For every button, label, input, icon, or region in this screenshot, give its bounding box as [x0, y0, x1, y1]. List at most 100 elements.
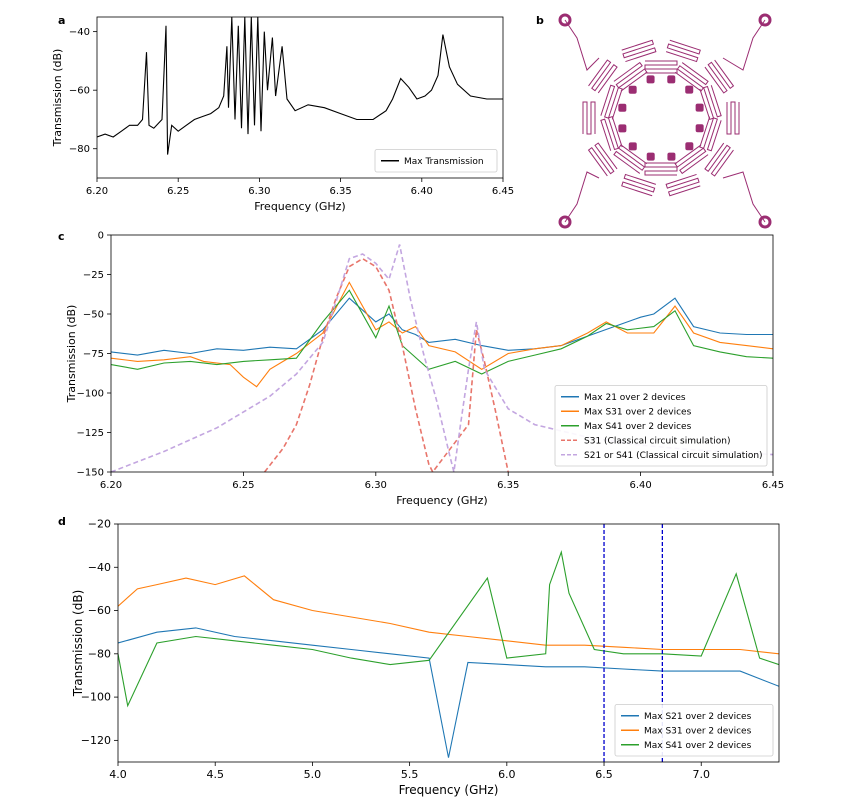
- x-tick-label: 6.35: [329, 186, 351, 197]
- axes-frame-d: [117, 523, 780, 763]
- legend-entry: Max S31 over 2 devices: [644, 726, 752, 736]
- y-tick-label: −25: [83, 270, 104, 281]
- x-tick-label: 6.0: [498, 768, 516, 781]
- qubit: [618, 124, 627, 133]
- x-tick-label: 6.40: [629, 480, 651, 491]
- series-line-c-4: [111, 244, 773, 472]
- chart-a: 6.20 6.25 6.30 6.35 6.40 6.45 −40 −60 −80 Frequen…: [51, 16, 514, 213]
- resonator: [665, 39, 701, 63]
- y-axis-label: Transmission (dB): [65, 305, 78, 404]
- resonator: [704, 142, 734, 177]
- resonator: [588, 59, 618, 94]
- series-line-a-0: [97, 17, 503, 155]
- port-pad: [758, 215, 772, 229]
- legend-box: [554, 385, 768, 467]
- y-tick-label: −100: [81, 691, 111, 704]
- resonator: [704, 59, 735, 94]
- legend-c: Max 21 over 2 devices Max S31 over 2 devi…: [554, 385, 768, 467]
- x-tick-label: 6.30: [365, 480, 387, 491]
- resonator: [621, 173, 657, 197]
- qubit: [628, 142, 637, 151]
- resonator: [665, 173, 701, 197]
- resonator: [699, 116, 722, 152]
- resonator: [674, 62, 709, 92]
- port-pad: [758, 13, 772, 27]
- x-tick-label: 6.30: [248, 186, 270, 197]
- x-tick-label: 6.45: [492, 186, 514, 197]
- y-tick-label: −80: [69, 144, 90, 155]
- panel-a-letter: a: [58, 14, 65, 27]
- resonator: [726, 101, 740, 135]
- qubit: [695, 103, 704, 112]
- y-tick-label: −40: [88, 561, 111, 574]
- qubit: [667, 75, 676, 84]
- resonator: [613, 61, 648, 92]
- x-tick-label: 7.0: [692, 768, 710, 781]
- y-tick-label: −120: [81, 734, 111, 747]
- resonator: [582, 101, 596, 135]
- legend-entry: Max Transmission: [404, 157, 484, 167]
- y-tick-label: −60: [69, 86, 90, 97]
- port-pad: [558, 13, 572, 27]
- y-tick-label: −80: [88, 647, 111, 660]
- legend-entry: S31 (Classical circuit simulation): [584, 436, 730, 446]
- series-line-c-2: [111, 289, 773, 375]
- series-line-c-0: [111, 297, 773, 356]
- x-tick-label: 4.5: [206, 768, 224, 781]
- axes-frame-a: [96, 16, 504, 179]
- x-tick-label: 5.5: [401, 768, 419, 781]
- feedline: [722, 19, 766, 71]
- resonator: [621, 39, 657, 63]
- qubit: [646, 75, 655, 84]
- panel-d-letter: d: [58, 515, 66, 528]
- legend-entry: Max S41 over 2 devices: [644, 741, 752, 751]
- y-axis-label: Transmission (dB): [51, 49, 64, 148]
- qubit: [685, 142, 694, 151]
- x-axis-label: Frequency (GHz): [254, 200, 345, 213]
- legend-a: Max Transmission: [374, 149, 498, 173]
- device-schematic: [558, 13, 772, 229]
- x-axis-label: Frequency (GHz): [396, 494, 487, 507]
- legend-box: [614, 704, 774, 757]
- x-tick-label: 6.25: [167, 186, 189, 197]
- qubit: [685, 85, 694, 94]
- legend-entry: Max 21 over 2 devices: [584, 393, 686, 403]
- port-pad: [558, 215, 572, 229]
- x-tick-label: 6.40: [411, 186, 433, 197]
- resonator: [644, 60, 678, 74]
- x-axis-label: Frequency (GHz): [399, 783, 499, 797]
- legend-entry: Max S21 over 2 devices: [644, 712, 752, 722]
- x-tick-label: 6.5: [595, 768, 613, 781]
- series-line-d-2: [118, 550, 779, 708]
- qubit: [646, 152, 655, 161]
- y-tick-label: −20: [88, 518, 111, 531]
- resonator: [674, 144, 709, 175]
- resonator: [587, 142, 618, 177]
- y-tick-label: 0: [98, 231, 104, 242]
- series-line-c-3: [263, 257, 509, 472]
- panel-c-letter: c: [58, 230, 65, 243]
- y-tick-label: −125: [77, 428, 104, 439]
- resonator: [600, 84, 623, 120]
- qubit: [618, 103, 627, 112]
- legend-entry: Max S41 over 2 devices: [584, 422, 692, 432]
- x-tick-label: 6.20: [100, 480, 122, 491]
- x-tick-label: 5.0: [304, 768, 322, 781]
- x-tick-label: 4.0: [109, 768, 127, 781]
- legend-entry: Max S31 over 2 devices: [584, 407, 692, 417]
- legend-entry: S21 or S41 (Classical circuit simulation…: [584, 451, 763, 461]
- y-axis-label: Transmission (dB): [71, 590, 85, 698]
- x-tick-label: 6.25: [232, 480, 254, 491]
- y-tick-label: −50: [83, 310, 104, 321]
- panel-b-letter: b: [536, 14, 544, 27]
- y-tick-label: −60: [88, 604, 111, 617]
- y-tick-label: −150: [77, 468, 104, 479]
- legend-d: Max S21 over 2 devices Max S31 over 2 dev…: [614, 704, 774, 757]
- legend-box: [374, 149, 498, 173]
- series-line-d-1: [118, 575, 779, 655]
- resonator: [600, 115, 623, 151]
- x-tick-label: 6.45: [762, 480, 784, 491]
- y-tick-label: −75: [83, 349, 104, 360]
- resonator: [613, 144, 648, 174]
